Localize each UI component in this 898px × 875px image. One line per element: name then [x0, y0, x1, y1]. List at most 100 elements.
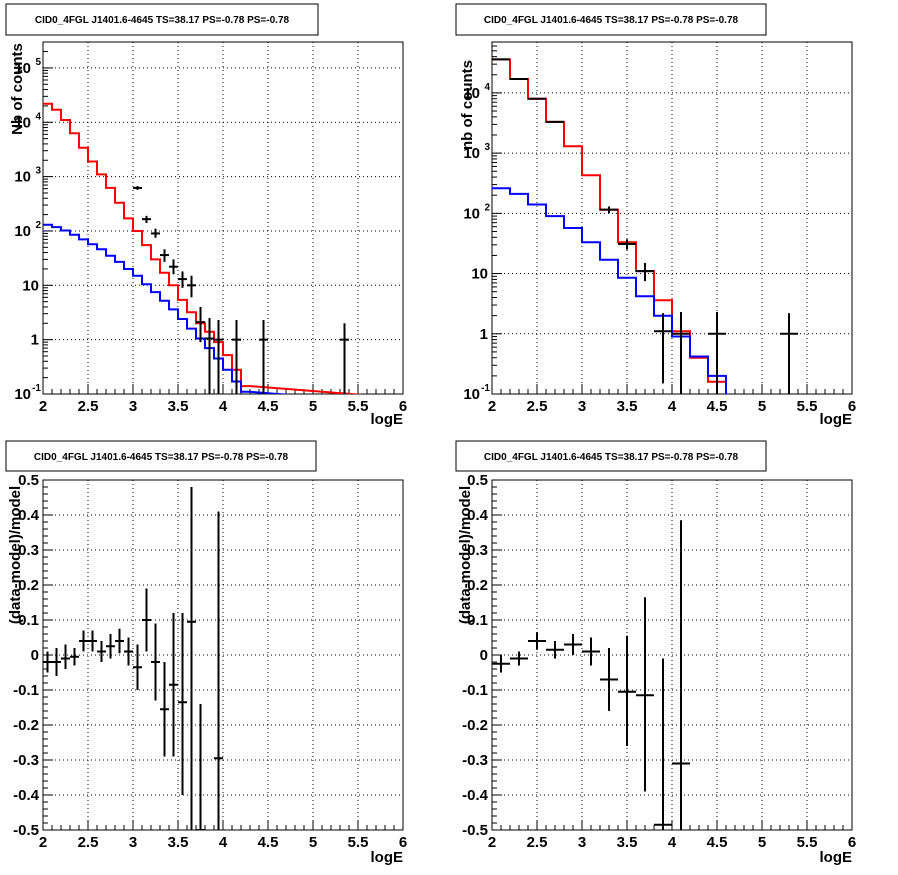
x-tick-label: 2	[39, 398, 47, 415]
x-axis-label: logE	[820, 849, 853, 866]
data-point	[492, 58, 510, 61]
data-point	[232, 319, 241, 394]
y-tick-label: -0.2	[13, 717, 39, 734]
series-line	[492, 187, 727, 394]
x-tick-label: 6	[848, 834, 856, 851]
x-tick-label: 2	[488, 834, 496, 851]
chart-title: CID0_4FGL J1401.6-4645 TS=38.17 PS=-0.78…	[35, 15, 290, 26]
y-tick-label: 10	[463, 145, 480, 162]
data-point	[654, 313, 672, 384]
data-point	[178, 613, 187, 795]
x-tick-label: 4	[668, 398, 677, 415]
series-group	[43, 487, 223, 830]
data-point	[492, 655, 510, 673]
data-point	[708, 311, 726, 394]
y-tick-label: 10	[14, 169, 31, 186]
data-point	[124, 637, 133, 666]
y-axis-label: (data-model)/model	[7, 486, 24, 624]
data-point	[106, 634, 115, 659]
chart-panel-bottom-right: CID0_4FGL J1401.6-4645 TS=38.17 PS=-0.78…	[455, 440, 856, 866]
data-point	[43, 651, 52, 673]
series-line	[43, 102, 364, 394]
x-tick-label: 4	[668, 834, 677, 851]
y-tick-label: 0.5	[18, 472, 39, 489]
y-tick-label: 1	[31, 332, 39, 349]
y-tick-exponent: -1	[481, 383, 490, 394]
x-tick-label: 3.5	[168, 834, 189, 851]
x-tick-label: 6	[848, 398, 856, 415]
y-tick-label: 1	[480, 326, 488, 343]
x-tick-label: 5.5	[348, 398, 369, 415]
data-point	[546, 120, 564, 123]
series-group	[492, 520, 690, 830]
y-tick-label: 0.1	[467, 612, 488, 629]
x-tick-label: 4.5	[707, 398, 728, 415]
data-point	[133, 644, 142, 690]
series-group	[43, 102, 364, 394]
x-tick-label: 5	[309, 834, 317, 851]
y-tick-label: -0.5	[13, 822, 39, 839]
data-point	[618, 239, 636, 250]
title-box	[455, 440, 767, 472]
chart-panel-top-left: CID0_4FGL J1401.6-4645 TS=38.17 PS=-0.78…	[5, 3, 407, 428]
data-point	[205, 318, 214, 394]
data-point	[672, 311, 690, 394]
y-tick-exponent: 3	[484, 142, 490, 153]
chart-title: CID0_4FGL J1401.6-4645 TS=38.17 PS=-0.78…	[484, 452, 739, 463]
x-tick-label: 5.5	[797, 834, 818, 851]
data-point	[187, 487, 196, 830]
title-box	[5, 440, 317, 472]
y-tick-label: 0.4	[467, 507, 489, 524]
x-tick-label: 4.5	[707, 834, 728, 851]
y-tick-exponent: -1	[32, 383, 41, 394]
x-tick-label: 4.5	[258, 834, 279, 851]
title-box	[455, 3, 767, 36]
data-point	[528, 97, 546, 100]
chart-title: CID0_4FGL J1401.6-4645 TS=38.17 PS=-0.78…	[484, 15, 739, 26]
x-tick-label: 6	[399, 398, 407, 415]
data-point	[340, 323, 349, 394]
data-point	[70, 648, 79, 666]
y-axis-label: Nb of counts	[9, 43, 26, 135]
data-point	[546, 641, 564, 659]
x-axis-label: logE	[371, 411, 404, 428]
data-point	[142, 588, 151, 652]
data-point	[61, 644, 70, 669]
y-tick-exponent: 2	[35, 220, 41, 231]
x-tick-label: 4	[219, 834, 228, 851]
chart-panel-top-right: CID0_4FGL J1401.6-4645 TS=38.17 PS=-0.78…	[455, 3, 856, 428]
data-point	[636, 597, 654, 792]
data-point	[169, 259, 178, 275]
y-tick-label: 10	[471, 266, 488, 283]
y-tick-exponent: 5	[35, 57, 41, 68]
x-tick-label: 3.5	[617, 398, 638, 415]
data-point	[528, 632, 546, 650]
y-tick-label: 10	[463, 386, 480, 403]
y-tick-exponent: 4	[35, 111, 41, 122]
data-point	[97, 641, 106, 662]
x-tick-label: 3.5	[617, 834, 638, 851]
y-tick-label: 10	[14, 223, 31, 240]
y-tick-label: 0	[480, 647, 488, 664]
y-tick-label: -0.3	[13, 752, 39, 769]
data-point	[196, 306, 205, 343]
y-tick-label: 10	[14, 114, 31, 131]
chart-panel-bottom-left: CID0_4FGL J1401.6-4645 TS=38.17 PS=-0.78…	[5, 440, 407, 866]
data-point	[52, 648, 61, 676]
x-tick-label: 5	[758, 398, 766, 415]
data-point	[672, 520, 690, 830]
data-point	[196, 704, 205, 830]
data-point	[510, 651, 528, 666]
y-tick-label: 10	[463, 205, 480, 222]
data-point	[582, 637, 600, 666]
x-tick-label: 2.5	[527, 834, 548, 851]
x-tick-label: 5.5	[348, 834, 369, 851]
x-tick-label: 4.5	[258, 398, 279, 415]
data-point	[618, 635, 636, 746]
data-point	[169, 613, 178, 757]
data-point	[115, 628, 124, 654]
y-tick-label: 10	[14, 386, 31, 403]
y-tick-exponent: 2	[484, 202, 490, 213]
x-tick-label: 3	[578, 398, 586, 415]
